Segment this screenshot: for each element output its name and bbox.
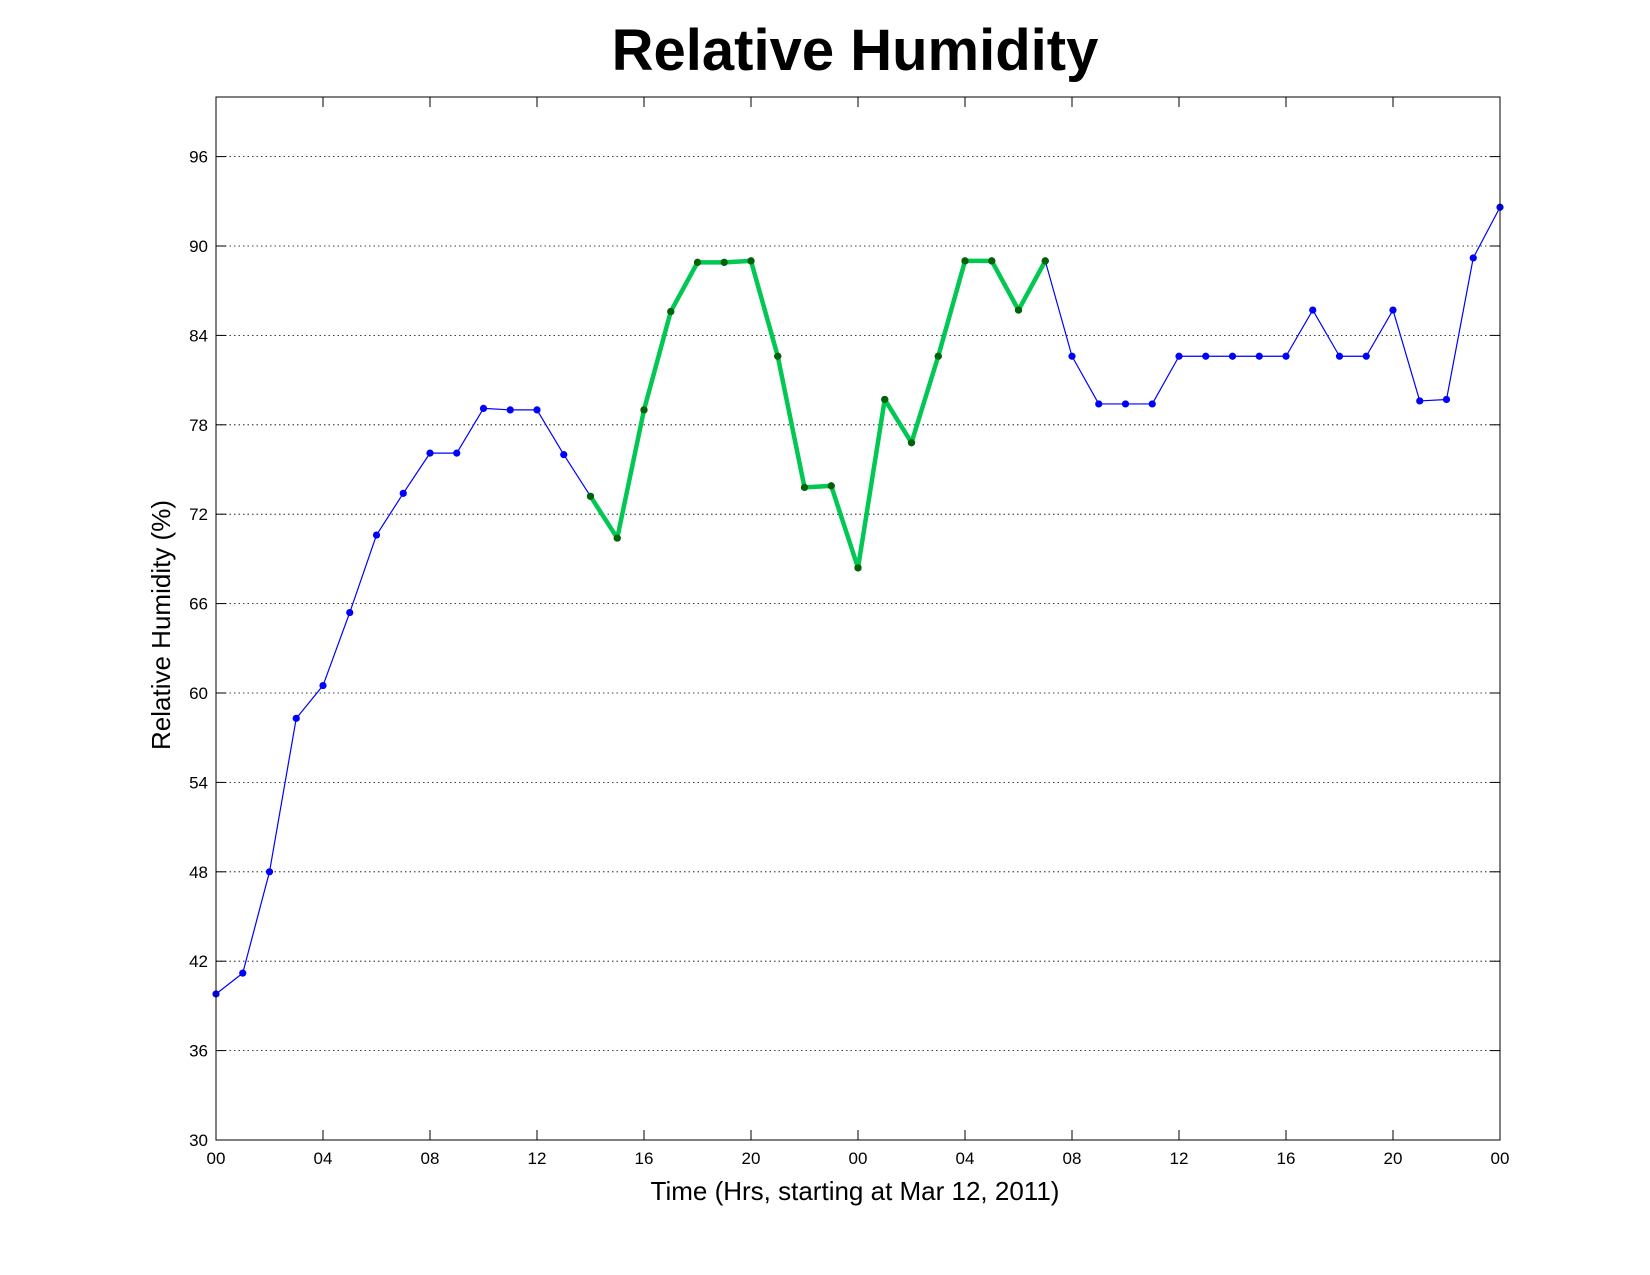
- y-tick-label: 36: [189, 1042, 208, 1061]
- data-point-blue: [1362, 352, 1370, 360]
- x-tick-label: 04: [956, 1149, 975, 1168]
- data-point-green: [934, 352, 942, 360]
- y-tick-label: 90: [189, 237, 208, 256]
- data-point-green: [827, 482, 835, 490]
- data-point-blue: [1442, 395, 1451, 404]
- y-tick-label: 42: [189, 952, 208, 971]
- y-tick-label: 66: [189, 595, 208, 614]
- data-point-blue: [372, 531, 381, 539]
- y-tick-label: 54: [189, 773, 208, 792]
- data-point-blue: [533, 406, 541, 414]
- data-point-blue: [1416, 397, 1424, 405]
- x-tick-label: 12: [1170, 1149, 1189, 1168]
- data-point-blue: [1121, 400, 1130, 408]
- data-point-green: [881, 395, 889, 404]
- data-point-green: [693, 258, 702, 266]
- x-tick-label: 00: [207, 1149, 226, 1168]
- data-point-blue: [1282, 352, 1290, 360]
- x-tick-label: 16: [1277, 1149, 1296, 1168]
- y-tick-label: 72: [189, 505, 208, 524]
- data-point-green: [667, 307, 675, 316]
- data-point-blue: [1228, 352, 1237, 360]
- series-layer: [212, 203, 1504, 998]
- data-point-blue: [1202, 352, 1210, 360]
- x-tick-label: 12: [528, 1149, 547, 1168]
- data-point-blue: [560, 451, 568, 459]
- data-point-green: [1041, 257, 1049, 265]
- data-point-green: [854, 564, 862, 572]
- data-point-blue: [1469, 254, 1477, 262]
- data-point-blue: [479, 404, 488, 413]
- x-tick-label: 20: [742, 1149, 761, 1168]
- x-tick-label: 00: [849, 1149, 868, 1168]
- data-point-blue: [1255, 352, 1263, 360]
- data-point-blue: [399, 489, 407, 497]
- axes-layer: 30 36 42 48 54 60 66 72 78 84 90 96 00 04 08 12 16 20 00 04…: [189, 96, 1510, 1168]
- x-tick-label: 04: [314, 1149, 333, 1168]
- data-point-blue: [1148, 400, 1156, 408]
- data-point-green: [613, 534, 621, 542]
- x-tick-label: 08: [421, 1149, 440, 1168]
- y-axis-title: Relative Humidity (%): [146, 500, 176, 750]
- data-point-green: [1014, 306, 1023, 314]
- data-point-green: [961, 257, 969, 265]
- data-point-blue: [292, 714, 300, 722]
- x-tick-label: 00: [1491, 1149, 1510, 1168]
- data-point-blue: [265, 868, 274, 876]
- y-tick-label: 60: [189, 684, 208, 703]
- x-tick-label: 20: [1384, 1149, 1403, 1168]
- data-point-green: [747, 257, 755, 265]
- data-point-blue: [319, 681, 327, 690]
- data-point-blue: [453, 449, 461, 457]
- data-point-blue: [1389, 306, 1397, 314]
- data-point-green: [720, 258, 728, 266]
- data-point-green: [907, 439, 916, 447]
- y-tick-label: 96: [189, 148, 208, 167]
- y-tick-label: 30: [189, 1131, 208, 1150]
- data-point-green: [640, 406, 648, 414]
- data-point-green: [774, 352, 782, 360]
- data-point-blue: [506, 406, 514, 414]
- data-point-blue: [239, 969, 247, 977]
- y-tick-label: 84: [189, 326, 208, 345]
- chart-title: Relative Humidity: [612, 18, 1099, 83]
- data-point-blue: [1095, 400, 1103, 408]
- data-point-blue: [1068, 352, 1076, 360]
- data-point-blue: [426, 449, 434, 457]
- data-point-blue: [1175, 352, 1183, 360]
- y-tick-label: 48: [189, 863, 208, 882]
- x-tick-label: 16: [635, 1149, 654, 1168]
- data-point-green: [586, 492, 595, 500]
- x-tick-label: 08: [1063, 1149, 1082, 1168]
- y-tick-label: 78: [189, 416, 208, 435]
- data-point-green: [800, 483, 809, 491]
- data-point-blue: [1309, 306, 1317, 314]
- x-axis-title: Time (Hrs, starting at Mar 12, 2011): [651, 1176, 1060, 1206]
- data-point-green: [988, 257, 996, 265]
- series-line-green: [588, 258, 1048, 571]
- data-point-blue: [1335, 352, 1344, 360]
- data-point-blue: [346, 608, 354, 617]
